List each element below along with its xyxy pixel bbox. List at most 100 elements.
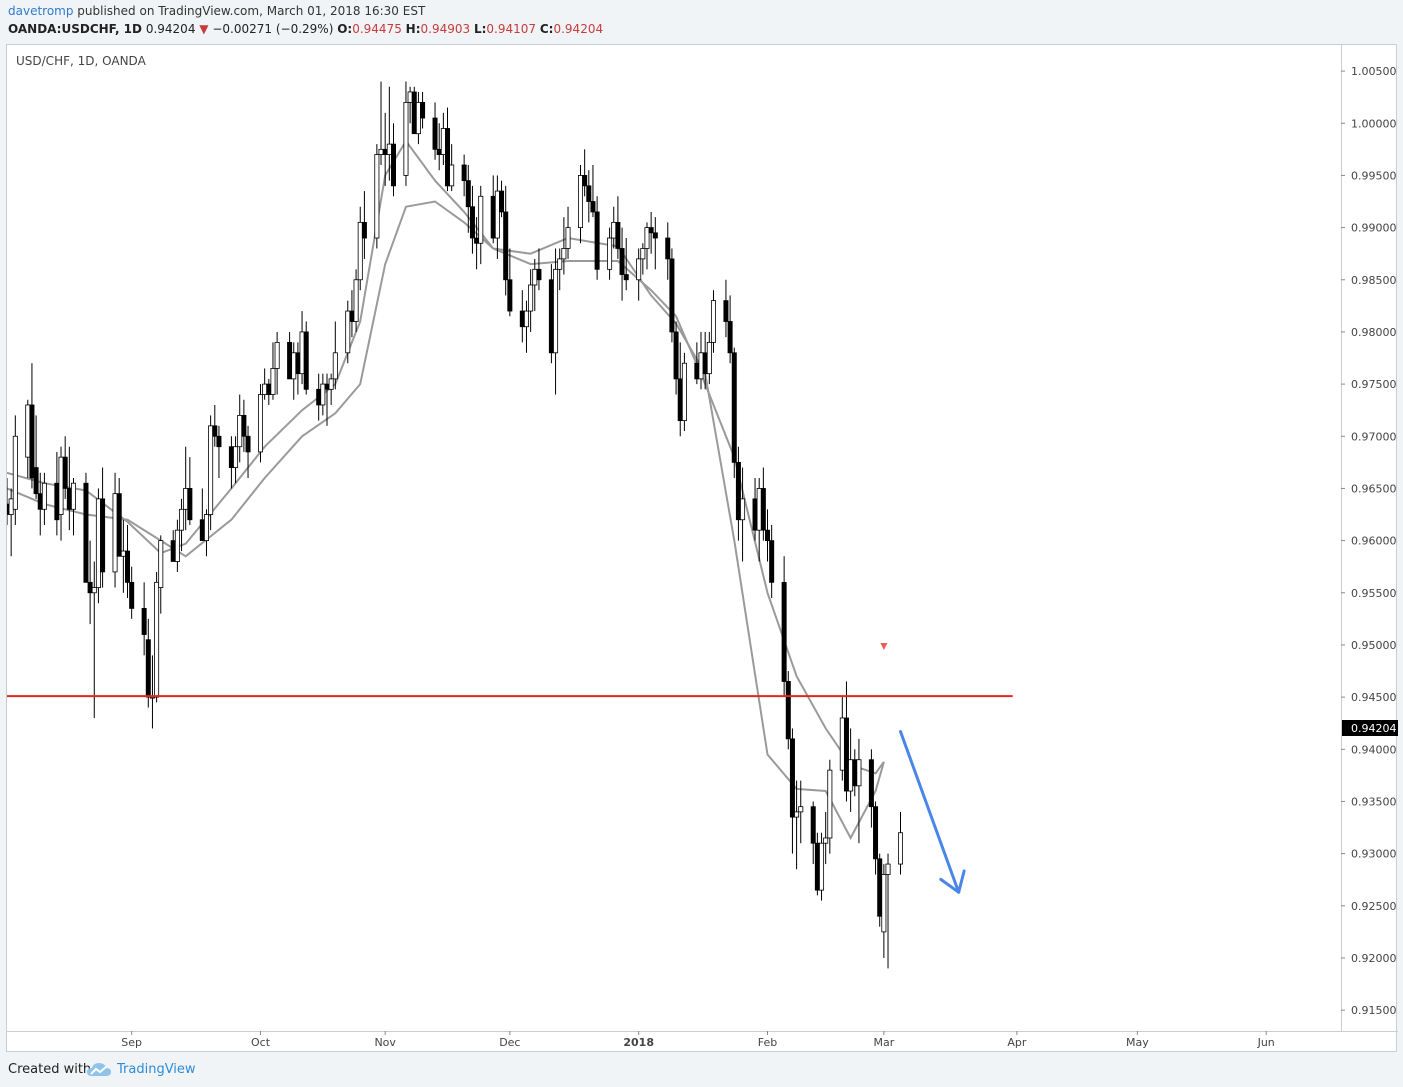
- candle-body: [154, 581, 160, 698]
- candle-body: [644, 227, 650, 249]
- x-tick-label: Feb: [758, 1036, 777, 1049]
- y-tick-label: 0.98500: [1351, 274, 1397, 287]
- x-tick-label: Dec: [499, 1036, 520, 1049]
- candle-body: [8, 498, 14, 515]
- candle-body: [62, 456, 68, 489]
- moving-average-fast: [7, 139, 885, 841]
- candle-body: [706, 341, 712, 375]
- candle-body: [623, 274, 629, 281]
- candle-body: [848, 759, 854, 792]
- ohlc-legend: OANDA:USDCHF, 1D 0.94204 ▼ −0.00271 (−0.…: [8, 22, 603, 36]
- forecast-arrow-head: [939, 869, 966, 894]
- candle-body: [577, 175, 583, 228]
- candle-body: [740, 498, 746, 521]
- candle-body: [199, 519, 205, 542]
- candle-body: [374, 154, 380, 239]
- price-change: −0.00271 (−0.29%): [212, 22, 334, 36]
- y-tick-label: 0.94000: [1351, 743, 1397, 756]
- candle-body: [789, 738, 795, 818]
- candle-body: [503, 211, 509, 281]
- candle-body: [648, 227, 654, 234]
- candle-body: [129, 581, 135, 609]
- high-label: H:: [405, 22, 421, 36]
- candle-body: [407, 91, 413, 103]
- candle-body: [33, 467, 39, 495]
- candle-body: [436, 148, 442, 155]
- candle-body: [266, 383, 272, 395]
- author-link[interactable]: davetromp: [8, 4, 74, 18]
- y-tick-label: 0.92000: [1351, 952, 1397, 965]
- candle-body: [66, 488, 72, 510]
- candle-body: [29, 404, 35, 479]
- candle-body: [781, 581, 787, 682]
- candle-body: [100, 498, 106, 573]
- candle-body: [615, 221, 621, 249]
- candle-body: [241, 415, 247, 437]
- candle-body: [607, 237, 613, 270]
- y-tick-label: 0.95000: [1351, 639, 1397, 652]
- symbol-label: OANDA:USDCHF, 1D: [8, 22, 142, 36]
- close-value: 0.94204: [553, 22, 604, 36]
- candle-body: [727, 321, 733, 354]
- candle-body: [873, 806, 879, 860]
- candle-body: [590, 201, 596, 213]
- chart-frame[interactable]: USD/CHF, 1D, OANDA 1.00500 1.00000 0.99500 0…: [6, 44, 1398, 1053]
- candle-body: [270, 368, 276, 395]
- candle-body: [349, 310, 355, 322]
- candle-body: [528, 284, 534, 312]
- candle-body: [449, 164, 455, 187]
- candle-body: [885, 863, 891, 875]
- candle-body: [179, 508, 185, 531]
- y-tick-label: 0.98000: [1351, 326, 1397, 339]
- candle-body: [669, 258, 675, 333]
- candle-body: [262, 383, 268, 395]
- candle-body: [681, 362, 687, 422]
- y-tick-label: 0.95500: [1351, 587, 1397, 600]
- y-tick-label: 0.91500: [1351, 1004, 1397, 1017]
- candle-body: [469, 206, 475, 239]
- candle-body: [710, 300, 716, 343]
- signal-marker: [880, 643, 888, 651]
- candle-body: [361, 221, 367, 239]
- y-tick-label: 0.97500: [1351, 378, 1397, 391]
- candle-body: [461, 164, 467, 182]
- moving-average-slow: [7, 200, 885, 775]
- candle-body: [54, 482, 60, 521]
- candle-body: [702, 352, 708, 375]
- candle-body: [819, 842, 825, 891]
- candle-body: [332, 352, 338, 380]
- candle-body: [203, 514, 209, 542]
- x-tick-label: Jun: [1257, 1036, 1275, 1049]
- footer: Created with TradingView: [0, 1056, 1403, 1087]
- candle-body: [445, 128, 451, 187]
- candle-body: [494, 190, 500, 239]
- tradingview-cloud-logo-icon[interactable]: [86, 1062, 112, 1078]
- candle-body: [291, 352, 297, 380]
- high-value: 0.94903: [420, 22, 471, 36]
- candle-body: [877, 858, 883, 917]
- candle-body: [183, 488, 189, 510]
- open-value: 0.94475: [352, 22, 402, 36]
- x-tick-label: Mar: [873, 1036, 894, 1049]
- candle-body: [519, 310, 525, 328]
- y-tick-label: 0.99500: [1351, 169, 1397, 182]
- current-price-label: 0.94204: [1351, 722, 1397, 735]
- candle-body: [557, 258, 563, 270]
- candle-body: [731, 352, 737, 463]
- x-tick-label: Sep: [121, 1036, 142, 1049]
- candle-body: [237, 415, 243, 448]
- candle-body: [868, 759, 874, 808]
- candle-body: [411, 91, 417, 135]
- candle-body: [320, 383, 326, 406]
- candle-body: [723, 300, 729, 322]
- chart-header: davetromp published on TradingView.com, …: [0, 0, 1403, 44]
- candle-body: [353, 279, 359, 322]
- candle-body: [324, 383, 330, 390]
- price-chart[interactable]: USD/CHF, 1D, OANDA 1.00500 1.00000 0.99500 0…: [7, 45, 1398, 1053]
- candle-body: [87, 581, 93, 594]
- candle-body: [594, 211, 600, 270]
- candle-body: [652, 232, 658, 239]
- candle-body: [785, 681, 791, 740]
- tradingview-brand-link[interactable]: TradingView: [117, 1062, 196, 1077]
- candle-body: [765, 529, 771, 542]
